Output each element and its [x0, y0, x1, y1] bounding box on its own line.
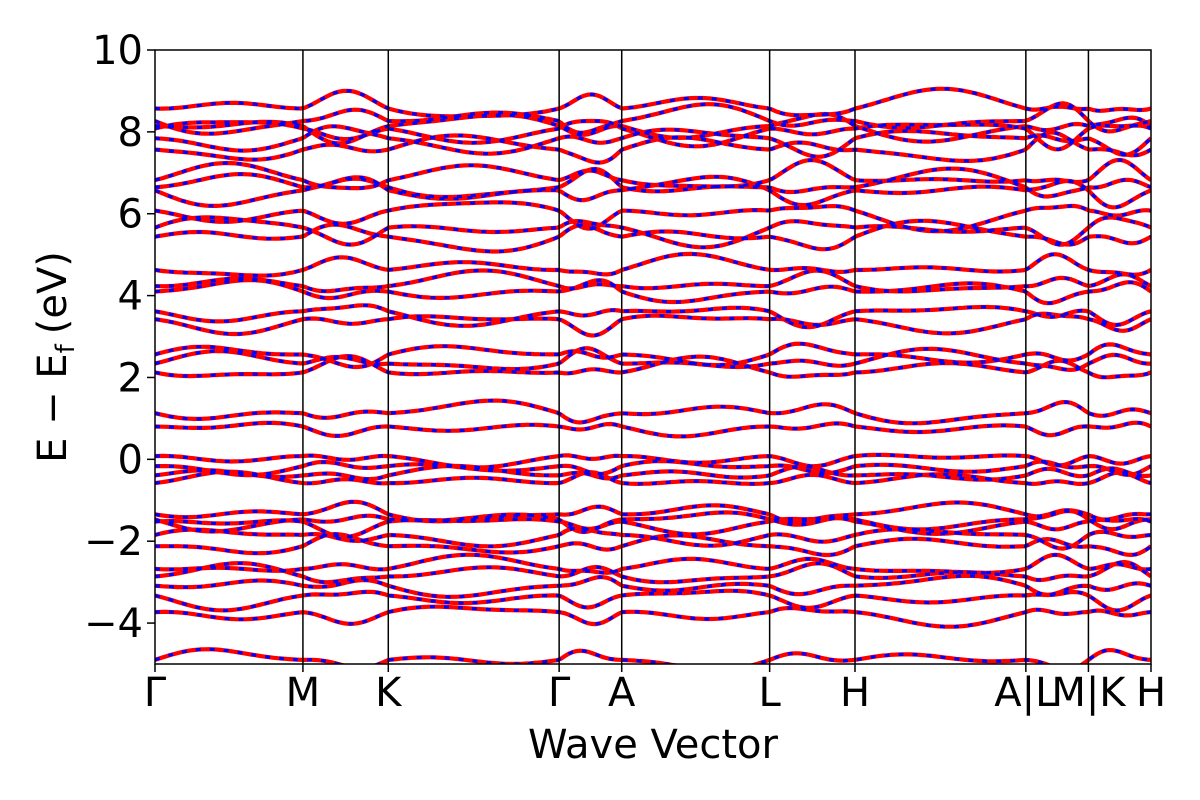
y-axis-title-subscript: f [51, 343, 81, 353]
x-tick-label: A [608, 670, 636, 716]
band-line-blue [155, 158, 1151, 190]
y-tick-label: 4 [118, 274, 143, 320]
y-tick-label: 10 [92, 28, 143, 74]
band-line-blue [155, 252, 1151, 278]
band-line-red [155, 647, 1151, 664]
y-tick-label: 6 [118, 192, 143, 238]
band-line-red [155, 157, 1151, 191]
band-line-blue [155, 574, 1151, 599]
band-line-blue [155, 278, 1151, 305]
band-line-blue [155, 101, 1151, 136]
x-tick-label: Γ [548, 670, 571, 716]
band-line-blue [155, 87, 1151, 118]
band-line-blue [155, 526, 1151, 551]
band-line-blue [155, 605, 1151, 629]
y-axis-title-main: E − E [30, 353, 76, 463]
band-line-blue [155, 312, 1151, 338]
y-tick-label: 8 [118, 110, 143, 156]
band-line-blue [155, 500, 1151, 524]
x-axis: Γ M K Γ A L H A|LM|K H [144, 664, 1166, 716]
band-line-blue [155, 112, 1151, 146]
band-line-blue [155, 516, 1151, 539]
band-line-blue [155, 219, 1151, 254]
band-line-blue [155, 215, 1151, 249]
band-line-red [155, 552, 1151, 575]
y-tick-label: −4 [84, 601, 143, 647]
band-line-blue [155, 470, 1151, 486]
band-line-red [155, 604, 1151, 629]
x-tick-label: M|K [1051, 670, 1127, 716]
band-line-red [155, 452, 1151, 470]
band-line-blue [155, 647, 1151, 664]
band-line-red [155, 118, 1151, 152]
y-axis-title: E − Ef (eV) [30, 251, 81, 463]
y-axis: −4 −2 0 2 4 6 8 10 [84, 28, 155, 647]
x-tick-label: L [758, 670, 781, 716]
band-line-red [155, 420, 1151, 439]
band-line-blue [155, 130, 1151, 165]
x-tick-label: K [375, 670, 403, 716]
plot-frame [154, 49, 1152, 665]
band-line-blue [155, 509, 1151, 534]
y-tick-label: −2 [84, 519, 143, 565]
band-line-blue [155, 354, 1151, 379]
y-tick-label: 0 [118, 437, 143, 483]
band-line-red [155, 398, 1151, 426]
band-line-blue [155, 200, 1151, 233]
band-line-blue [155, 399, 1151, 425]
band-line-blue [155, 589, 1151, 613]
band-line-blue [155, 342, 1151, 369]
x-tick-label: M [286, 670, 321, 716]
y-axis-title-unit: (eV) [30, 251, 76, 334]
band-line-blue [155, 268, 1151, 293]
x-tick-label: H [1136, 670, 1166, 716]
band-lines [155, 86, 1151, 664]
band-line-blue [155, 459, 1151, 477]
high-symmetry-lines [302, 50, 1090, 664]
band-line-blue [155, 303, 1151, 329]
band-line-blue [155, 346, 1151, 372]
band-line-blue [155, 124, 1151, 159]
y-tick-label: 2 [118, 355, 143, 401]
x-tick-label: H [840, 670, 870, 716]
band-line-red [155, 311, 1151, 338]
x-tick-label: A|L [994, 670, 1058, 716]
band-line-blue [155, 560, 1151, 584]
x-axis-title: Wave Vector [528, 722, 779, 768]
x-tick-label: Γ [144, 670, 167, 716]
